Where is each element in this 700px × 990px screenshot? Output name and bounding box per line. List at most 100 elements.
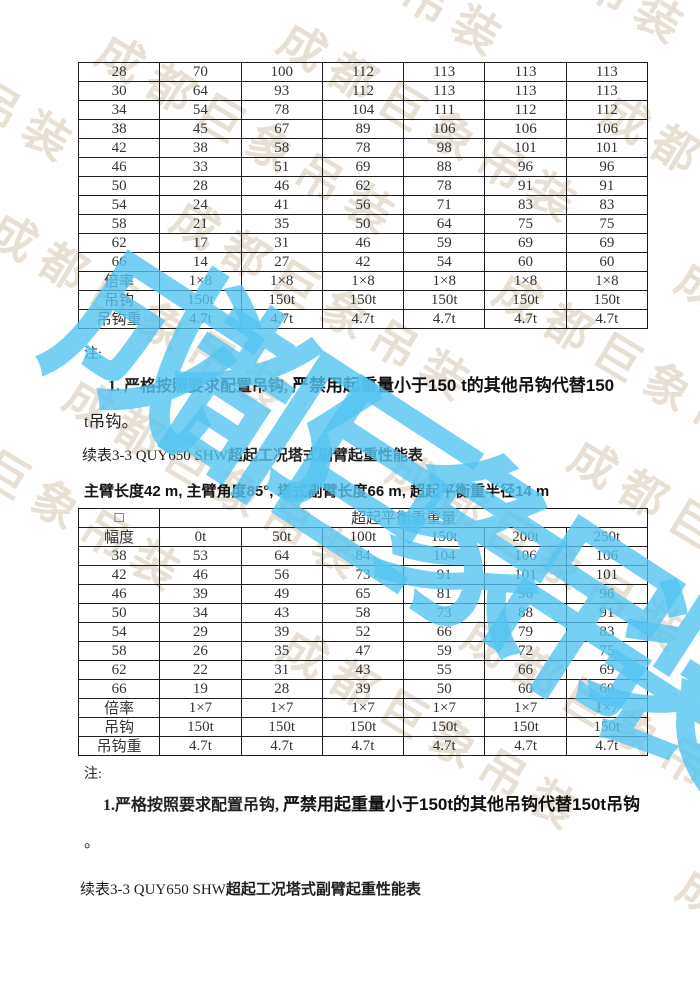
- table-row: 50 28 46 62 78 91 91: [77, 176, 649, 196]
- row-label: 42: [77, 565, 161, 585]
- table-cell: 113: [403, 81, 486, 101]
- row-label: 58: [77, 214, 161, 234]
- table-row: 58 21 35 50 64 75 75: [77, 214, 649, 234]
- table-cell: 1×7: [565, 698, 649, 718]
- table-cell: 1×8: [484, 271, 567, 291]
- column-header: 200t: [484, 527, 567, 547]
- note2-part2: 严禁用起重量小于150t的其他吊钩代替150t吊钩: [283, 795, 641, 814]
- table-cell: 43: [240, 603, 323, 623]
- row-label: 50: [77, 176, 161, 196]
- table-row: 42 38 58 78 98 101 101: [77, 138, 649, 158]
- table-cell: 65: [321, 584, 405, 604]
- table-row: 62 17 31 46 59 69 69: [77, 233, 649, 253]
- table-cell: 75: [565, 214, 649, 234]
- row-label: 58: [77, 641, 161, 661]
- table-cell: 21: [159, 214, 242, 234]
- table-cell: 83: [565, 622, 649, 642]
- table-cell: 72: [484, 641, 567, 661]
- row-label: 62: [77, 660, 161, 680]
- table-cell: 45: [159, 119, 242, 139]
- table-cell: 58: [321, 603, 405, 623]
- note2-line: 1.严格按照要求配置吊钩, 严禁用起重量小于150t的其他吊钩代替150t吊钩: [103, 790, 640, 815]
- note1-line: 1. 严格按照要求配置吊钩, 严禁用起重量小于150 t的其他吊钩代替150: [108, 371, 614, 396]
- table-cell: 4.7t: [240, 309, 323, 329]
- table-cell: 60: [565, 679, 649, 699]
- table-cell: 66: [484, 660, 567, 680]
- table-cell: 26: [159, 641, 242, 661]
- table-row: 30 64 93 112 113 113 113: [77, 81, 649, 101]
- table-cell: 150t: [484, 717, 567, 737]
- table-cell: 71: [403, 195, 486, 215]
- table-cell: 101: [484, 565, 567, 585]
- table-cell: 51: [240, 157, 323, 177]
- table-cell: 104: [321, 100, 405, 120]
- column-header: 150t: [403, 527, 486, 547]
- table-cell: 33: [159, 157, 242, 177]
- footer-section-title: 续表3-3 QUY650 SHW超起工况塔式副臂起重性能表: [80, 878, 421, 899]
- table-cell: 60: [484, 252, 567, 272]
- table-cell: 112: [484, 100, 567, 120]
- row-label: 30: [77, 81, 161, 101]
- table-cell: 75: [565, 641, 649, 661]
- table-cell: 69: [565, 660, 649, 680]
- table-cell: 52: [321, 622, 405, 642]
- table-cell: 1×7: [321, 698, 405, 718]
- table-row: 吊钩重 4.7t 4.7t 4.7t 4.7t 4.7t 4.7t: [77, 736, 649, 756]
- note1-part1: 1. 严格按照要求配置吊钩,: [108, 378, 293, 395]
- table-cell: 93: [240, 81, 323, 101]
- table-cell: 67: [240, 119, 323, 139]
- table-cell: 59: [403, 641, 486, 661]
- footer-title-prefix: 续表3-3 QUY650 SHW: [80, 882, 226, 898]
- note1-label: 注:: [84, 347, 102, 362]
- table-cell: 69: [321, 157, 405, 177]
- table-cell: 4.7t: [565, 736, 649, 756]
- row-label: 50: [77, 603, 161, 623]
- note2-label: 注:: [84, 767, 102, 782]
- table-cell: 88: [484, 603, 567, 623]
- row-label: 34: [77, 100, 161, 120]
- table-cell: 150t: [484, 290, 567, 310]
- table-cell: 150t: [159, 717, 242, 737]
- table-cell: 31: [240, 660, 323, 680]
- row-label: 54: [77, 195, 161, 215]
- table-row: 38 45 67 89 106 106 106: [77, 119, 649, 139]
- table-cell: 73: [321, 565, 405, 585]
- table-cell: 50: [403, 679, 486, 699]
- table-cell: 101: [565, 138, 649, 158]
- table-cell: 1×8: [159, 271, 242, 291]
- table-cell: 113: [484, 81, 567, 101]
- table-cell: 104: [403, 546, 486, 566]
- footer-title-main: 超起工况塔式副臂起重性能表: [225, 881, 421, 898]
- capacity-table-tower-jib: □ 超起平衡重重量 幅度 0t 50t 100t 150t 200t 250t 38 53 64…: [77, 508, 649, 756]
- table-cell: 4.7t: [159, 309, 242, 329]
- table-cell: 106: [565, 546, 649, 566]
- table-cell: 4.7t: [240, 736, 323, 756]
- table-cell: 112: [321, 81, 405, 101]
- table-header-row: □ 超起平衡重重量: [77, 508, 648, 528]
- section2-title: 续表3-3 QUY650 SHW超起工况塔式副臂起重性能表: [82, 444, 423, 465]
- table-row: 46 33 51 69 88 96 96: [77, 157, 649, 177]
- table-cell: 56: [240, 565, 323, 585]
- table-cell: 39: [159, 584, 242, 604]
- row-label: 吊钩: [77, 717, 161, 737]
- table-cell: 1×7: [240, 698, 323, 718]
- row-label: 吊钩重: [77, 736, 161, 756]
- corner-cell: □: [77, 508, 161, 528]
- table-row: 54 29 39 52 66 79 83: [77, 622, 649, 642]
- note2-continuation: 。: [84, 834, 101, 851]
- row-label: 46: [77, 584, 161, 604]
- table-cell: 1×8: [240, 271, 323, 291]
- table-cell: 35: [240, 214, 323, 234]
- table-cell: 1×8: [565, 271, 649, 291]
- table-cell: 1×7: [484, 698, 567, 718]
- column-header: 0t: [159, 527, 242, 547]
- table-cell: 56: [321, 195, 405, 215]
- table-cell: 39: [240, 622, 323, 642]
- table-cell: 91: [565, 176, 649, 196]
- table-cell: 60: [484, 679, 567, 699]
- table-cell: 113: [484, 62, 567, 82]
- table-cell: 78: [321, 138, 405, 158]
- row-label: 倍率: [77, 698, 161, 718]
- table-row: 42 46 56 73 91 101 101: [77, 565, 649, 585]
